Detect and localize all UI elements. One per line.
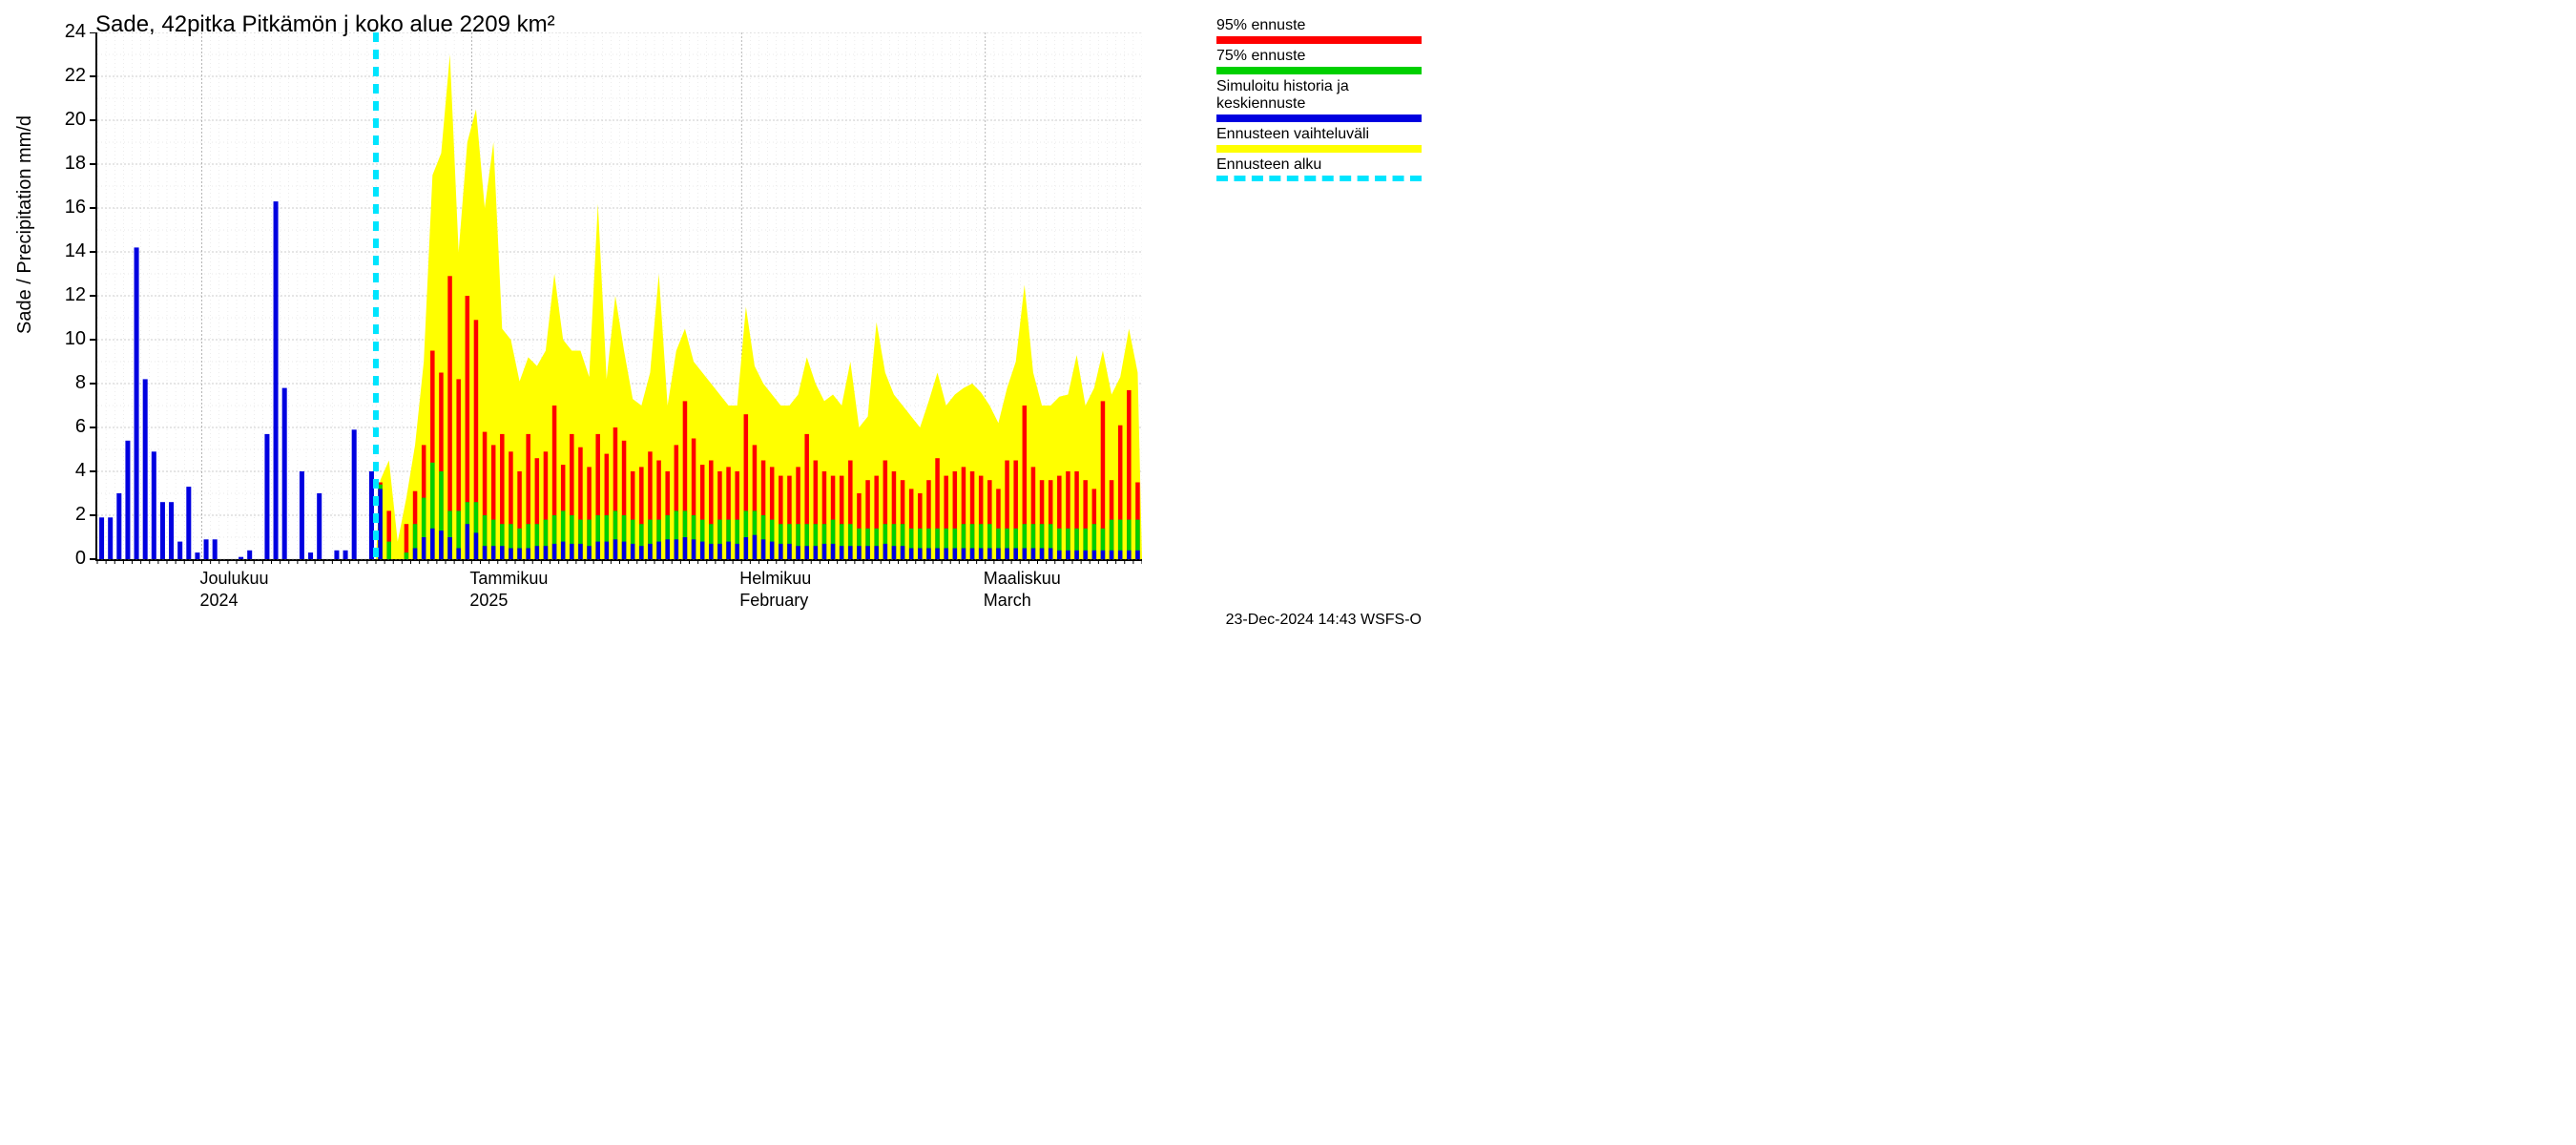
- y-tick-label: 8: [48, 372, 86, 394]
- y-axis-label: Sade / Precipitation mm/d: [14, 115, 36, 334]
- y-tick-label: 16: [48, 197, 86, 219]
- x-month-label: Tammikuu2025: [469, 568, 548, 611]
- legend-item: 75% ennuste: [1216, 48, 1422, 74]
- legend-swatch: [1216, 176, 1422, 181]
- y-tick-label: 10: [48, 328, 86, 350]
- y-tick-label: 12: [48, 284, 86, 306]
- legend-label: 75% ennuste: [1216, 48, 1422, 65]
- legend-label: 95% ennuste: [1216, 17, 1422, 34]
- footer-timestamp: 23-Dec-2024 14:43 WSFS-O: [1226, 612, 1422, 629]
- legend-item: Simuloitu historia ja keskiennuste: [1216, 78, 1422, 122]
- legend-item: 95% ennuste: [1216, 17, 1422, 44]
- legend-item: Ennusteen vaihteluväli: [1216, 126, 1422, 153]
- y-tick-label: 18: [48, 153, 86, 175]
- legend-swatch: [1216, 67, 1422, 74]
- y-tick-label: 4: [48, 460, 86, 482]
- plot-svg: [90, 32, 1142, 567]
- y-tick-label: 24: [48, 21, 86, 43]
- legend-label: Ennusteen alku: [1216, 156, 1422, 174]
- legend-label: Simuloitu historia ja keskiennuste: [1216, 78, 1422, 113]
- y-tick-label: 14: [48, 240, 86, 262]
- legend-swatch: [1216, 145, 1422, 153]
- legend-item: Ennusteen alku: [1216, 156, 1422, 181]
- y-tick-label: 22: [48, 65, 86, 87]
- y-tick-label: 0: [48, 548, 86, 570]
- x-month-label: Joulukuu2024: [200, 568, 269, 611]
- y-tick-label: 2: [48, 504, 86, 526]
- chart-container: Sade, 42pitka Pitkämön j koko alue 2209 …: [0, 0, 1431, 636]
- legend: 95% ennuste 75% ennuste Simuloitu historia…: [1216, 17, 1422, 185]
- plot-area: [95, 32, 1142, 561]
- x-month-label: HelmikuuFebruary: [739, 568, 811, 611]
- legend-swatch: [1216, 36, 1422, 44]
- legend-label: Ennusteen vaihteluväli: [1216, 126, 1422, 143]
- legend-swatch: [1216, 114, 1422, 122]
- y-tick-label: 6: [48, 416, 86, 438]
- y-tick-label: 20: [48, 109, 86, 131]
- x-month-label: MaaliskuuMarch: [984, 568, 1061, 611]
